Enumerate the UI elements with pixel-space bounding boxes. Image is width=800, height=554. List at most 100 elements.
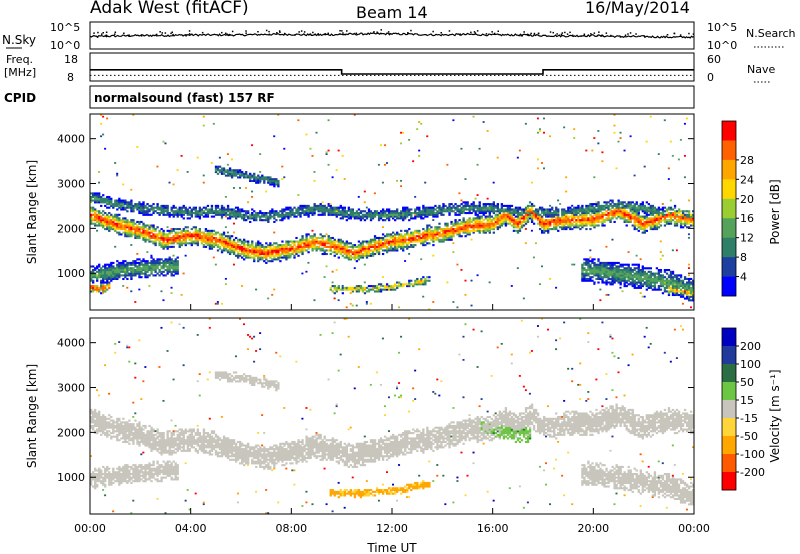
power-cell [158, 258, 161, 261]
power-noise-cell [593, 283, 596, 286]
power-cell [514, 215, 518, 218]
power-cell [579, 210, 582, 213]
power-cell [387, 208, 391, 211]
power-cell [136, 228, 139, 231]
power-cell [263, 254, 266, 257]
power-cell [277, 247, 280, 250]
power-cell [357, 258, 361, 261]
power-cell [148, 233, 151, 236]
power-cell [643, 217, 646, 220]
power-cell [325, 240, 328, 243]
power-cell [371, 212, 375, 215]
power-cell [569, 206, 572, 209]
power-cell [194, 212, 197, 215]
power-cell [357, 247, 361, 250]
power-cell [428, 213, 431, 216]
power-cell [152, 258, 155, 261]
power-cell [557, 229, 560, 232]
power-cell [238, 247, 242, 250]
power-cell [156, 260, 159, 263]
power-cell [299, 247, 302, 250]
nsky-point [485, 33, 488, 35]
power-cell [269, 254, 272, 257]
power-cell [615, 269, 618, 272]
power-cell [118, 224, 121, 227]
power-cell [142, 233, 145, 236]
power-cell [355, 254, 359, 257]
power-cell [343, 256, 346, 259]
power-cell [307, 238, 310, 241]
power-cell [454, 231, 457, 234]
power-cell [631, 277, 634, 281]
power-cell [247, 242, 250, 245]
power-cell [299, 206, 302, 209]
power-cell [287, 206, 290, 209]
power-cell [492, 219, 495, 222]
power-cell [188, 217, 191, 220]
power-noise-cell [273, 288, 276, 291]
power-cell [400, 233, 403, 236]
power-cell [325, 210, 328, 213]
power-cell [579, 228, 582, 231]
power-cell [484, 208, 487, 211]
power-cell [249, 179, 252, 183]
power-cell [424, 212, 427, 215]
power-cell [243, 245, 246, 248]
power-cell [238, 169, 242, 172]
power-cell [414, 229, 417, 232]
power-cell [116, 260, 119, 263]
power-cell [369, 254, 373, 257]
power-cell [369, 240, 373, 243]
nsky-point [627, 33, 629, 35]
power-cell [379, 242, 383, 245]
power-cell [400, 244, 403, 247]
power-cell [202, 210, 206, 213]
power-cell [432, 213, 435, 216]
power-cell [599, 217, 602, 220]
power-cell [575, 222, 578, 225]
power-cell [126, 267, 129, 270]
power-cell [367, 254, 371, 257]
power-cell [172, 204, 175, 207]
power-cell [287, 247, 290, 250]
nsky-point [387, 31, 390, 33]
power-cell [400, 283, 403, 286]
power-cell [585, 279, 588, 282]
power-cell [462, 224, 465, 227]
power-cell [277, 185, 280, 188]
power-cell [502, 215, 506, 218]
power-noise-cell [478, 147, 481, 150]
power-cell [190, 215, 193, 218]
power-cell [152, 224, 155, 227]
power-cell [251, 249, 254, 252]
nsky-point [97, 31, 99, 34]
power-noise-cell [341, 285, 344, 287]
power-cell [430, 208, 433, 211]
power-cell [549, 219, 552, 222]
power-cell [623, 263, 626, 266]
power-cell [434, 238, 437, 241]
power-cell [257, 240, 260, 243]
power-cell [333, 206, 336, 209]
power-cell [269, 181, 272, 184]
power-cell [589, 267, 592, 270]
power-cell [468, 233, 471, 236]
power-cell [363, 252, 367, 256]
power-cell [434, 233, 437, 236]
power-cell [243, 242, 246, 245]
power-cell [394, 242, 397, 245]
power-cell [126, 235, 129, 238]
power-cell [104, 270, 107, 273]
power-cell [482, 206, 485, 209]
power-cell [518, 228, 522, 231]
power-cell [516, 231, 520, 234]
power-cell [392, 231, 395, 234]
power-cell [323, 213, 326, 216]
power-cell [220, 251, 224, 254]
power-cell [444, 233, 447, 236]
power-cell [377, 242, 381, 245]
power-cell [273, 251, 276, 254]
power-cell [132, 269, 135, 272]
power-noise-cell [202, 174, 205, 177]
power-cell [162, 229, 165, 232]
